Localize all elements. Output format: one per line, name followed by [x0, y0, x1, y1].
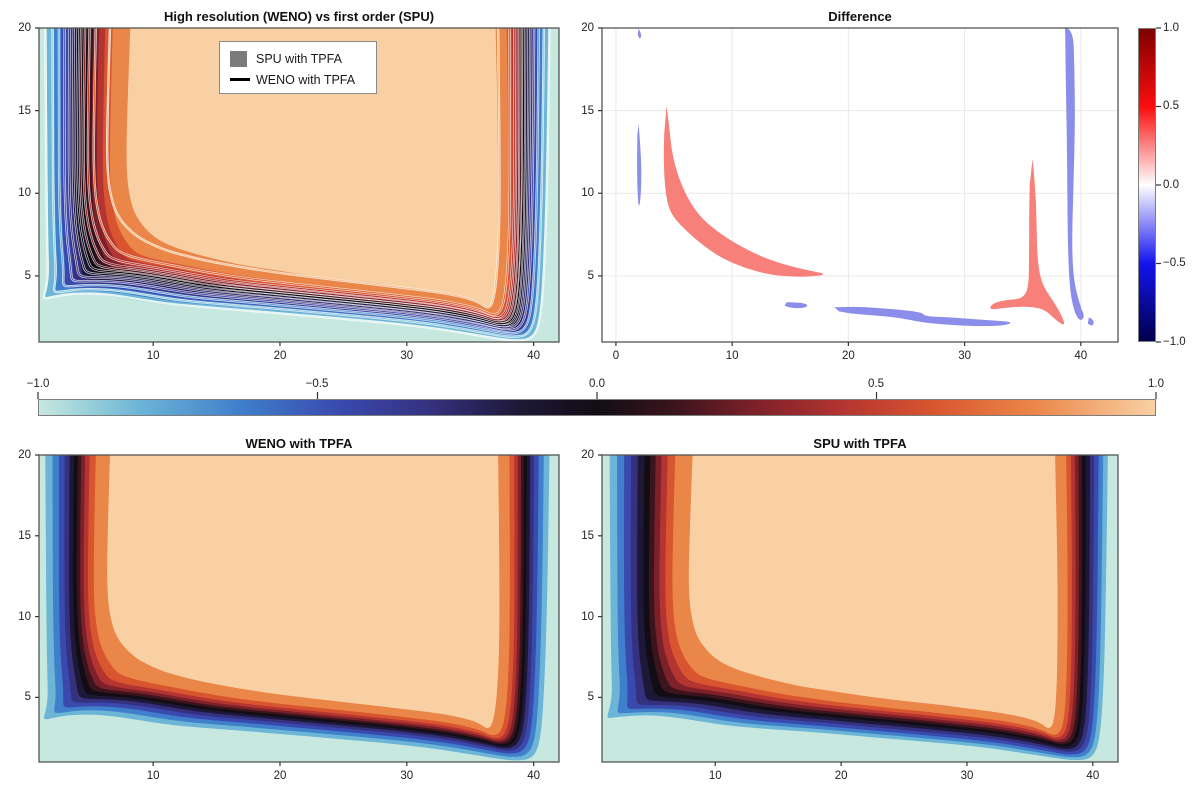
- legend-entry-weno: WENO with TPFA: [230, 69, 368, 90]
- contour-line: [93, 28, 511, 316]
- legend-label-spu: SPU with TPFA: [256, 51, 342, 66]
- difference-region-neg: [834, 306, 1011, 327]
- legend: SPU with TPFA WENO with TPFA: [219, 41, 377, 94]
- weno-x-tick-label: 40: [527, 770, 541, 782]
- spu-y-tick-label: 20: [581, 449, 594, 461]
- contour-line: [51, 28, 545, 338]
- weno-x-tick-label: 20: [273, 770, 287, 782]
- vcbar-tick-label: −1.0: [1163, 336, 1186, 348]
- contour-line: [87, 28, 516, 319]
- contour-band: [107, 455, 500, 728]
- legend-patch-icon: [230, 50, 247, 67]
- main-y-tick-label: 5: [24, 269, 31, 282]
- weno-x-tick-label: 10: [146, 770, 160, 782]
- spu-axes-border: [601, 454, 1119, 763]
- difference-x-tick-label: 40: [1074, 350, 1088, 362]
- difference-region-neg: [1065, 28, 1084, 320]
- main-y-tick-label: 10: [18, 187, 31, 200]
- hcbar-tick-label: 0.0: [589, 378, 605, 390]
- title-spu: SPU with TPFA: [813, 436, 907, 451]
- main-x-tick-label: 10: [146, 350, 160, 362]
- difference-y-tick-label: 5: [587, 269, 594, 282]
- difference-colorbar: [1138, 28, 1156, 342]
- vcbar-tick-label: 0.5: [1163, 100, 1179, 112]
- main-x-tick-label: 30: [400, 350, 414, 362]
- weno-plot-area: [39, 455, 559, 762]
- main-x-tick-label: 20: [273, 350, 287, 362]
- contour-band: [126, 28, 499, 308]
- contour-line: [106, 28, 500, 308]
- difference-y-tick-label: 20: [581, 22, 594, 34]
- spu-x-tick-label: 10: [708, 770, 722, 782]
- contour-line: [72, 28, 528, 327]
- weno-y-tick-label: 5: [24, 691, 31, 704]
- difference-region-neg: [784, 302, 808, 309]
- spu-y-tick-label: 10: [581, 610, 594, 623]
- spu-x-tick-label: 20: [834, 770, 848, 782]
- difference-axes-border: [601, 27, 1119, 343]
- vcbar-tick-label: 1.0: [1163, 22, 1179, 34]
- contour-line: [58, 28, 540, 334]
- weno-y-tick-label: 15: [18, 529, 31, 542]
- difference-x-tick-label: 20: [841, 350, 855, 362]
- spu-plot-area: [602, 455, 1118, 762]
- weno-x-tick-label: 30: [400, 770, 414, 782]
- main-axes-border: [38, 27, 560, 343]
- vcbar-tick-label: 0.0: [1163, 179, 1179, 191]
- contour-line: [76, 28, 525, 325]
- contour-line: [63, 28, 535, 331]
- difference-y-tick-label: 15: [581, 104, 594, 117]
- legend-label-weno: WENO with TPFA: [256, 72, 356, 87]
- hcbar-tick-label: 0.5: [868, 378, 884, 390]
- difference-x-tick-label: 10: [725, 350, 739, 362]
- hcbar-tick-label: −1.0: [26, 378, 50, 390]
- difference-region-pos: [990, 158, 1065, 325]
- spu-x-tick-label: 30: [960, 770, 974, 782]
- title-weno: WENO with TPFA: [245, 436, 353, 451]
- contour-band: [688, 455, 1058, 728]
- hcbar-tick-label: 1.0: [1148, 378, 1164, 390]
- weno-y-tick-label: 20: [18, 449, 31, 461]
- legend-entry-spu: SPU with TPFA: [230, 48, 368, 69]
- spu-x-tick-label: 40: [1086, 770, 1100, 782]
- main-y-tick-label: 20: [18, 22, 31, 34]
- horizontal-colorbar: [38, 399, 1156, 416]
- contour-line: [43, 28, 551, 341]
- difference-region-neg: [637, 123, 642, 206]
- spu-y-tick-label: 15: [581, 529, 594, 542]
- contour-line: [68, 28, 531, 329]
- difference-region-neg: [1087, 317, 1094, 326]
- main-x-tick-label: 40: [527, 350, 541, 362]
- vcbar-tick-label: −0.5: [1163, 257, 1186, 269]
- contour-line: [83, 28, 519, 321]
- legend-line-icon: [230, 78, 250, 81]
- difference-y-tick-label: 10: [581, 187, 594, 200]
- main-plot-area: [39, 28, 559, 342]
- title-difference: Difference: [828, 9, 892, 24]
- contour-line: [79, 28, 522, 323]
- weno-y-tick-label: 10: [18, 610, 31, 623]
- hcbar-tick-label: −0.5: [305, 378, 329, 390]
- difference-x-tick-label: 0: [612, 350, 620, 362]
- difference-region-pos: [663, 105, 824, 277]
- spu-y-tick-label: 5: [587, 691, 594, 704]
- main-y-tick-label: 15: [18, 104, 31, 117]
- title-main: High resolution (WENO) vs first order (S…: [163, 9, 435, 24]
- difference-region-neg: [637, 28, 642, 39]
- difference-plot-area: [602, 28, 1118, 342]
- weno-axes-border: [38, 454, 560, 763]
- difference-x-tick-label: 30: [958, 350, 971, 362]
